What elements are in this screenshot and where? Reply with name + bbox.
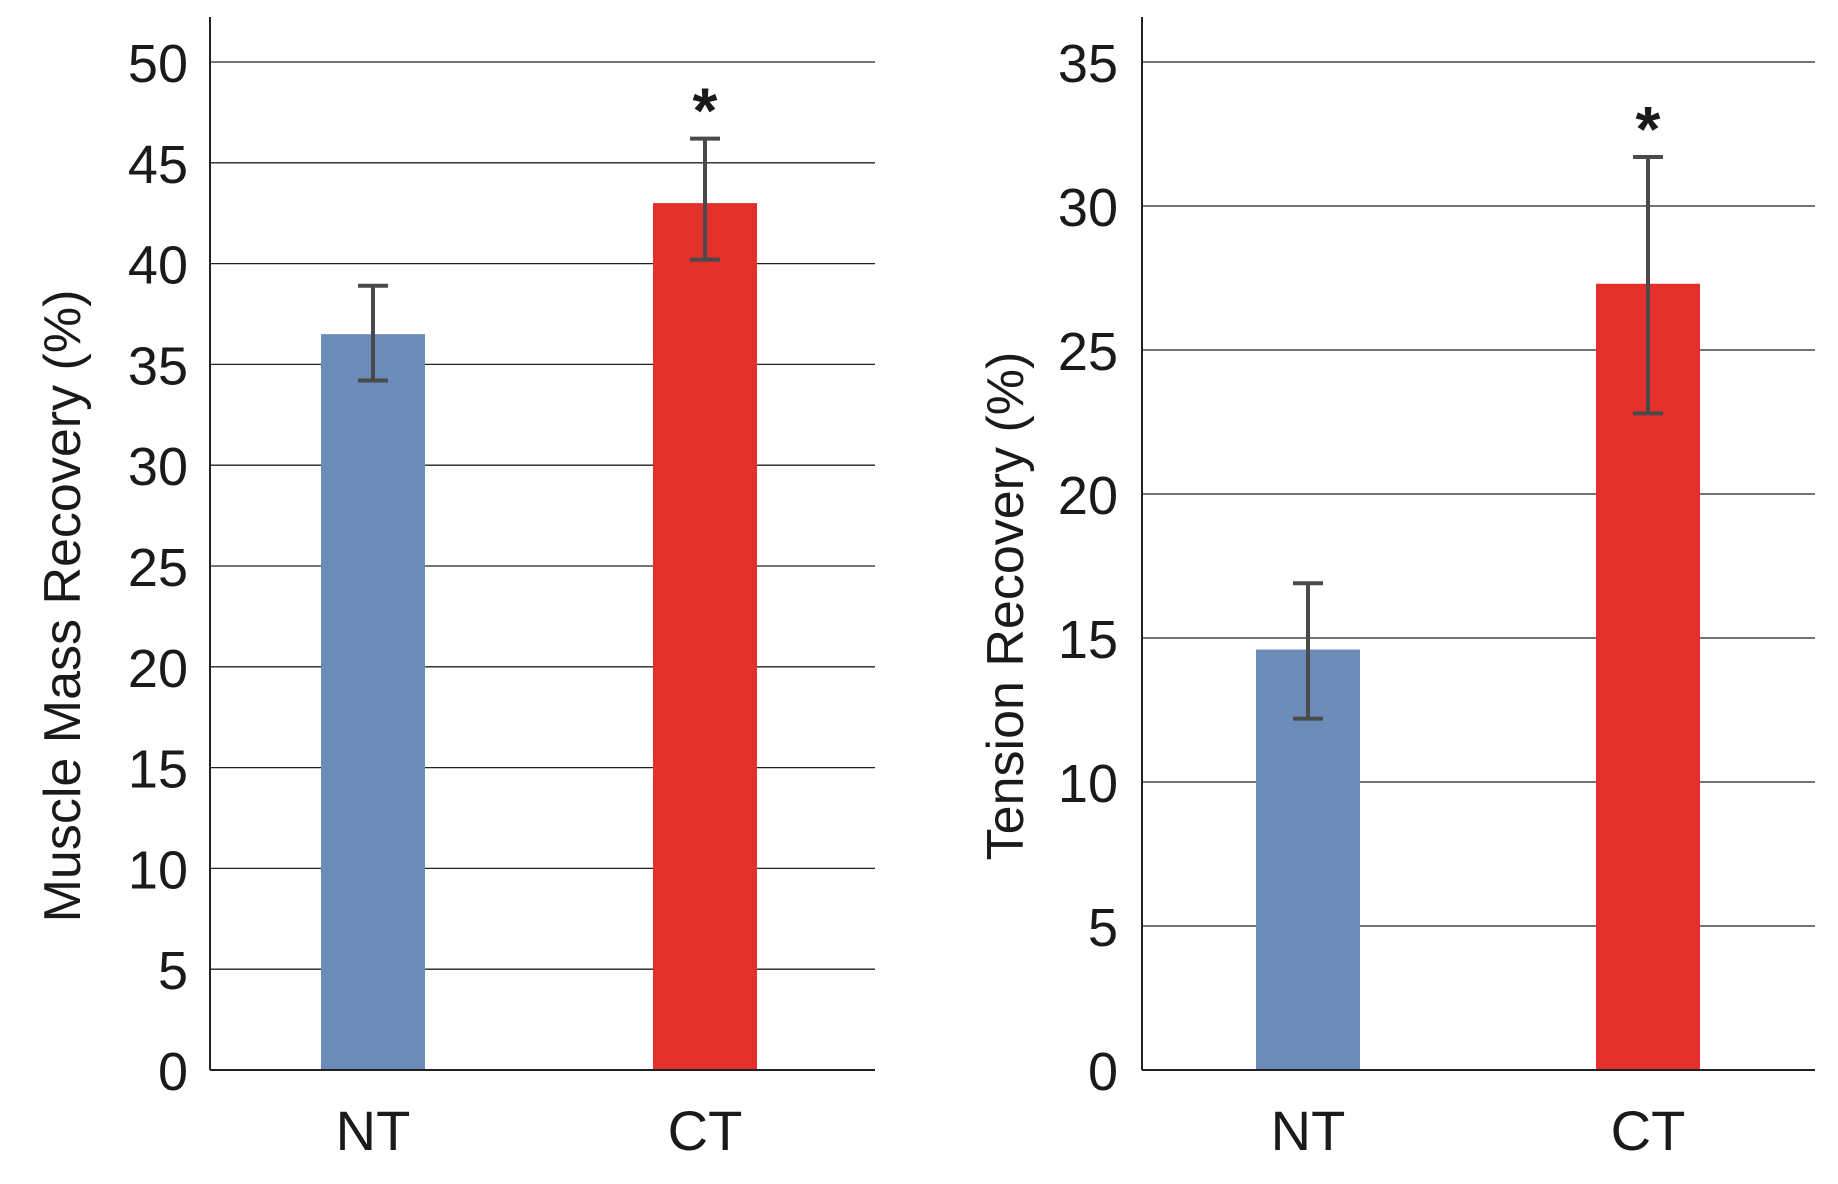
y-tick-label: 20 <box>128 639 188 699</box>
y-tick-label: 15 <box>128 740 188 800</box>
significance-marker: * <box>693 75 718 147</box>
y-tick-label: 50 <box>128 34 188 94</box>
bar-nt <box>321 334 425 1069</box>
significance-marker: * <box>1636 93 1661 165</box>
error-bar-nt <box>358 283 388 383</box>
y-axis-title: Tension Recovery (%) <box>977 352 1035 861</box>
x-category-label: NT <box>336 1099 411 1162</box>
y-tick-label: 5 <box>158 941 188 1001</box>
y-tick-label: 30 <box>1058 178 1118 238</box>
y-tick-label: 25 <box>1058 322 1118 382</box>
y-tick-label: 15 <box>1058 610 1118 670</box>
y-tick-label: 10 <box>128 840 188 900</box>
y-tick-label: 5 <box>1088 898 1118 958</box>
y-tick-label: 10 <box>1058 754 1118 814</box>
error-bar-nt <box>1293 581 1323 721</box>
error-bar-ct <box>1633 155 1663 416</box>
y-tick-label: 35 <box>128 336 188 396</box>
x-category-label: CT <box>668 1099 743 1162</box>
y-tick-label: 30 <box>128 437 188 497</box>
error-bar-ct <box>690 136 720 262</box>
y-tick-label: 40 <box>128 236 188 296</box>
y-tick-label: 0 <box>158 1042 188 1102</box>
chart-tension: 0 5 10 15 20 25 30 35 NT * CT Tension Recovery (%) <box>977 17 1815 1162</box>
bar-ct <box>653 203 757 1069</box>
y-tick-label: 25 <box>128 538 188 598</box>
y-axis-title: Muscle Mass Recovery (%) <box>34 290 92 923</box>
y-tick-label: 45 <box>128 135 188 195</box>
y-tick-label: 20 <box>1058 466 1118 526</box>
y-tick-label: 0 <box>1088 1042 1118 1102</box>
x-category-label: CT <box>1611 1099 1686 1162</box>
y-tick-label: 35 <box>1058 34 1118 94</box>
x-category-label: NT <box>1271 1099 1346 1162</box>
chart-muscle-mass: 0 5 10 15 20 25 30 35 40 45 50 NT * CT Muscle Mass Rec… <box>34 17 875 1162</box>
